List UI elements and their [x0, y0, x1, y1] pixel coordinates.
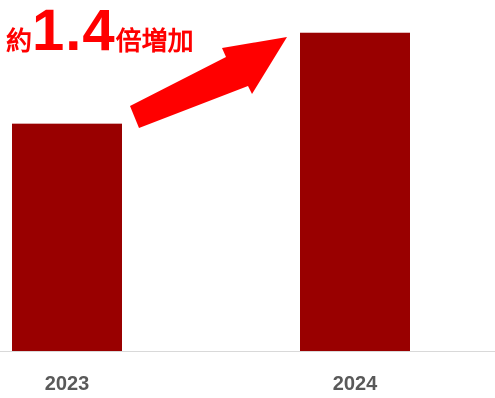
bar-2024	[300, 32, 410, 351]
annotation-prefix: 約	[6, 27, 33, 57]
growth-annotation: 約1.4倍増加	[6, 2, 194, 60]
x-tick-label-2024: 2024	[333, 373, 378, 394]
annotation-value: 1.4	[32, 0, 116, 63]
up-right-arrow-icon	[130, 37, 287, 128]
x-tick-label-2023: 2023	[45, 373, 90, 394]
bar-2023	[12, 123, 122, 352]
annotation-suffix: 倍増加	[115, 27, 194, 57]
